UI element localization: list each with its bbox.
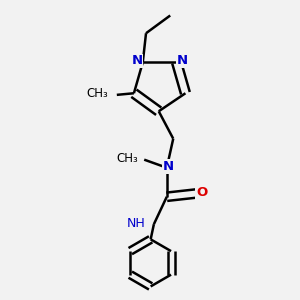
Text: CH₃: CH₃ xyxy=(117,152,138,165)
Text: O: O xyxy=(196,186,207,200)
Text: NH: NH xyxy=(127,217,146,230)
Text: N: N xyxy=(163,160,174,173)
Text: N: N xyxy=(131,55,142,68)
Text: N: N xyxy=(177,55,188,68)
Text: CH₃: CH₃ xyxy=(86,87,108,101)
